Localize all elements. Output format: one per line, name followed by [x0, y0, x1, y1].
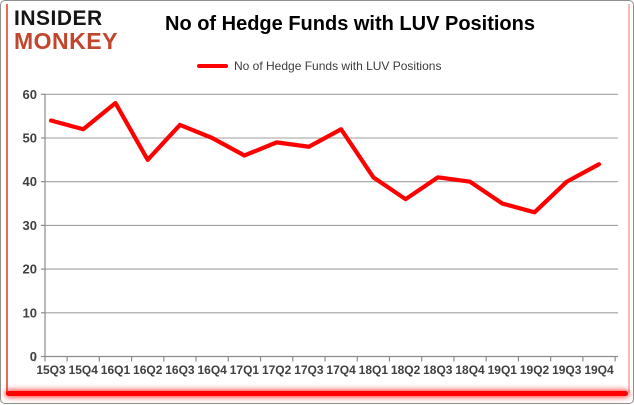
legend: No of Hedge Funds with LUV Positions [197, 59, 441, 73]
svg-text:15Q4: 15Q4 [69, 363, 99, 377]
svg-text:60: 60 [23, 87, 37, 102]
svg-text:17Q1: 17Q1 [230, 363, 260, 377]
svg-text:16Q4: 16Q4 [197, 363, 227, 377]
y-axis [41, 93, 46, 362]
svg-text:10: 10 [23, 305, 37, 320]
logo-word-insider: INSIDER [14, 7, 103, 30]
svg-text:0: 0 [30, 349, 37, 364]
svg-text:17Q4: 17Q4 [326, 363, 356, 377]
insider-monkey-logo: INSIDER MONKEY [14, 8, 118, 53]
svg-text:16Q2: 16Q2 [133, 363, 163, 377]
svg-text:19Q1: 19Q1 [488, 363, 518, 377]
svg-text:16Q3: 16Q3 [165, 363, 195, 377]
series-line [48, 100, 602, 215]
svg-text:17Q2: 17Q2 [262, 363, 292, 377]
svg-text:19Q2: 19Q2 [520, 363, 550, 377]
svg-text:18Q3: 18Q3 [423, 363, 453, 377]
legend-line-swatch [197, 64, 228, 68]
bottom-accent-bar [6, 391, 628, 396]
svg-text:20: 20 [23, 262, 37, 277]
y-tick-labels: 0 10 20 30 40 50 60 [23, 87, 37, 364]
svg-text:17Q3: 17Q3 [294, 363, 324, 377]
logo-word-monkey: MONKEY [14, 28, 118, 54]
svg-text:19Q3: 19Q3 [552, 363, 582, 377]
right-accent-line [628, 4, 630, 393]
svg-text:18Q2: 18Q2 [391, 363, 421, 377]
x-axis [34, 355, 618, 362]
svg-text:50: 50 [23, 131, 37, 146]
svg-text:18Q1: 18Q1 [359, 363, 389, 377]
svg-text:18Q4: 18Q4 [455, 363, 485, 377]
left-accent-line [6, 4, 8, 393]
chart-title: No of Hedge Funds with LUV Positions [165, 13, 535, 35]
svg-text:15Q3: 15Q3 [36, 363, 66, 377]
svg-text:16Q1: 16Q1 [101, 363, 131, 377]
svg-text:30: 30 [23, 218, 37, 233]
x-tick-labels: 15Q3 15Q4 16Q1 16Q2 16Q3 16Q4 17Q1 17Q2 17Q3 17Q4… [36, 363, 614, 377]
svg-text:19Q4: 19Q4 [584, 363, 614, 377]
svg-text:40: 40 [23, 174, 37, 189]
legend-label: No of Hedge Funds with LUV Positions [234, 59, 442, 73]
